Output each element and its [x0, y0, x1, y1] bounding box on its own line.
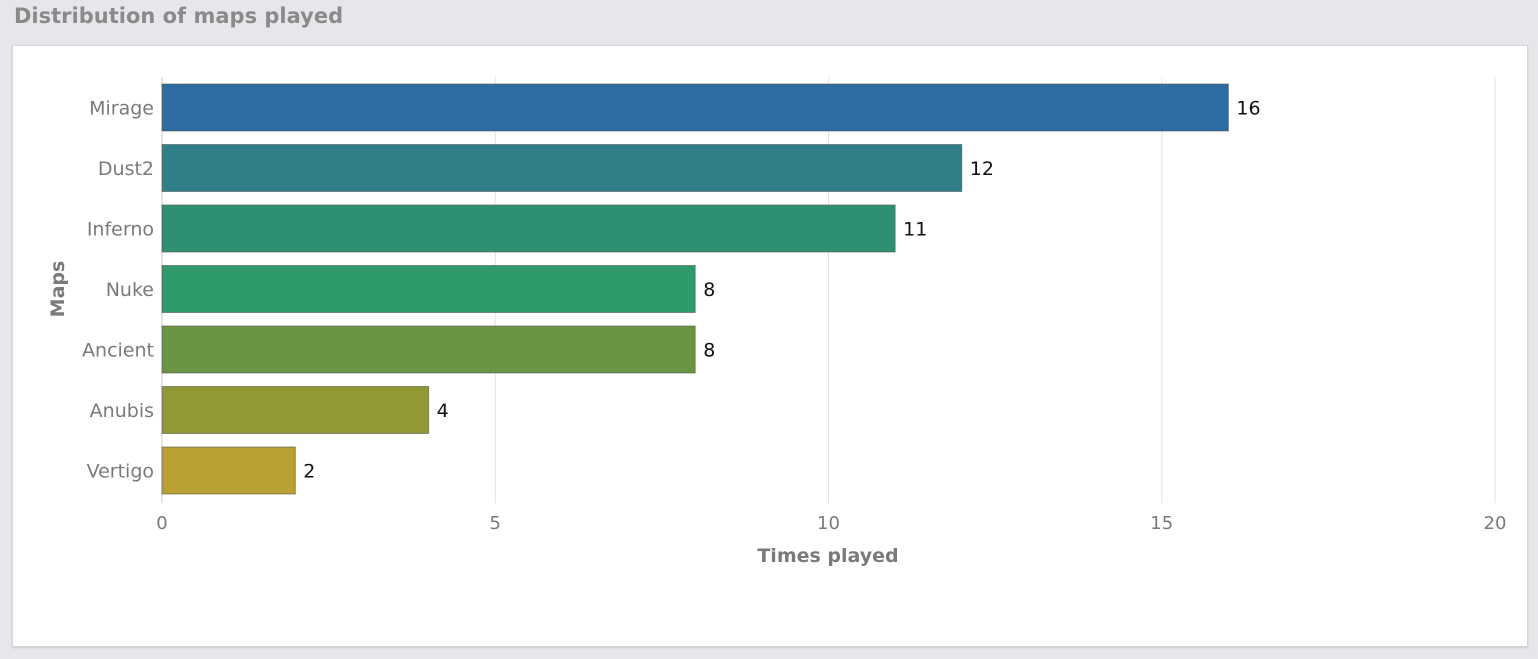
data-label: 16	[1236, 98, 1260, 120]
x-tick-label: 20	[1484, 513, 1507, 534]
y-tick-label: Mirage	[89, 98, 154, 120]
bar[interactable]	[161, 83, 1229, 132]
y-tick-label: Nuke	[106, 279, 154, 301]
data-label: 2	[303, 461, 315, 483]
bar[interactable]	[161, 265, 696, 313]
bar[interactable]	[161, 446, 296, 495]
data-label: 12	[970, 158, 994, 180]
x-axis-title: Times played	[757, 545, 898, 567]
y-tick-label: Ancient	[82, 340, 154, 362]
bar[interactable]	[161, 325, 696, 374]
bar[interactable]	[161, 144, 963, 192]
data-label: 11	[903, 219, 927, 241]
bars: 16 12 11 8 8 4 2	[161, 83, 1261, 495]
panel-title: Distribution of maps played	[14, 4, 344, 28]
data-label: 4	[437, 400, 449, 422]
data-label: 8	[703, 279, 715, 301]
y-tick-label: Vertigo	[87, 461, 154, 483]
x-tick-label: 10	[817, 513, 840, 534]
data-label: 8	[703, 340, 715, 362]
x-tick-label: 15	[1150, 513, 1173, 534]
x-tick-label: 5	[490, 513, 501, 534]
y-axis-title: Maps	[47, 261, 69, 318]
bar[interactable]	[161, 204, 896, 253]
x-tick-label: 0	[156, 513, 167, 534]
y-tick-label: Dust2	[98, 158, 154, 180]
y-tick-label: Inferno	[87, 219, 154, 241]
axis-ticks: 0 5 10 15 20 Mirage Dust2 Inferno Nuke Ancient Anu…	[82, 98, 1506, 535]
bar[interactable]	[161, 386, 430, 434]
y-tick-label: Anubis	[90, 400, 154, 422]
